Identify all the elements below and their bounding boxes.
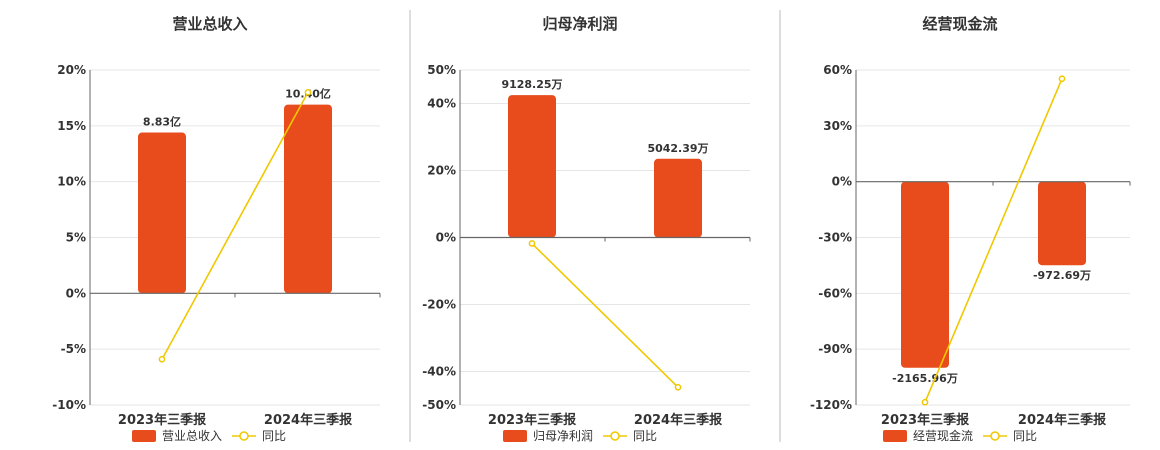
yoy-line: [531, 242, 679, 388]
y-tick-label: -20%: [422, 298, 456, 312]
bar[interactable]: [138, 132, 186, 294]
legend-line-marker: [990, 431, 1000, 441]
bar-data-label: 5042.39万: [647, 142, 708, 155]
legend-bar-label: 经营现金流: [913, 428, 973, 443]
chart-title: 营业总收入: [172, 15, 247, 33]
y-tick-label: 0%: [66, 286, 86, 300]
yoy-point[interactable]: [528, 240, 536, 247]
legend-line-label: 同比: [633, 429, 657, 443]
y-tick-label: 10%: [57, 175, 86, 189]
bar[interactable]: [1038, 181, 1086, 266]
chart-net-profit: 归母净利润 50% 40% 20% 0% -20% -40% -50% 9128.25万 5042…: [422, 15, 751, 443]
y-tick-label: 40%: [427, 97, 456, 111]
legend-bar-label: 归母净利润: [533, 429, 593, 443]
bar-data-label: 8.83亿: [143, 115, 181, 129]
y-tick-label: 5%: [66, 231, 86, 245]
yoy-point[interactable]: [921, 398, 929, 406]
bar[interactable]: [901, 181, 949, 368]
yoy-point[interactable]: [158, 355, 166, 363]
bar[interactable]: [508, 95, 556, 238]
x-category-label: 2023年三季报: [881, 412, 970, 428]
y-tick-label: -50%: [422, 398, 456, 412]
y-tick-label: -90%: [818, 342, 852, 356]
x-category-label: 2023年三季报: [488, 412, 577, 428]
legend-bar-swatch: [503, 430, 527, 442]
yoy-point[interactable]: [674, 383, 682, 391]
bar[interactable]: [284, 104, 332, 294]
bar[interactable]: [654, 158, 702, 238]
y-tick-label: -120%: [810, 398, 852, 412]
y-tick-label: -40%: [422, 365, 456, 379]
legend-bar-swatch: [132, 430, 156, 442]
chart-revenue: 营业总收入20%15%10%5%0%-5%-10%8.83亿10.40亿2023…: [52, 15, 381, 443]
x-category-label: 2024年三季报: [264, 412, 353, 428]
y-tick-label: -5%: [61, 342, 86, 356]
legend-bar-swatch: [883, 430, 907, 442]
y-tick-label: 50%: [427, 63, 456, 77]
bar-data-label: 9128.25万: [501, 78, 562, 91]
y-tick-label: 0%: [832, 175, 852, 189]
y-tick-label: 30%: [823, 119, 852, 133]
x-category-label: 2024年三季报: [634, 412, 723, 428]
yoy-line: [924, 78, 1063, 403]
y-tick-label: -60%: [818, 286, 852, 300]
yoy-point[interactable]: [304, 88, 312, 96]
y-tick-label: 20%: [427, 164, 456, 178]
legend-line-marker: [610, 431, 620, 441]
legend-line-label: 同比: [262, 429, 286, 443]
y-tick-label: 0%: [436, 231, 456, 245]
chart-title: 归母净利润: [542, 15, 617, 33]
y-tick-label: 15%: [57, 119, 86, 133]
y-tick-label: 20%: [57, 63, 86, 77]
chart-title: 经营现金流: [922, 15, 997, 33]
y-tick-label: 60%: [823, 63, 852, 77]
yoy-point[interactable]: [1058, 75, 1066, 83]
bar-data-label: -2165.96万: [892, 372, 958, 385]
bar-data-label: -972.69万: [1033, 269, 1091, 282]
x-category-label: 2024年三季报: [1018, 412, 1107, 428]
x-category-label: 2023年三季报: [118, 412, 207, 428]
y-tick-label: -10%: [52, 398, 86, 412]
legend-bar-label: 营业总收入: [162, 429, 222, 443]
y-tick-label: -30%: [818, 231, 852, 245]
legend-line-label: 同比: [1013, 429, 1037, 443]
legend-line-marker: [239, 431, 249, 441]
yoy-line: [161, 91, 309, 360]
chart-operating-cashflow: 经营现金流 60% 30% 0% -30% -60% -90% -120% -2165.96万 -…: [810, 15, 1131, 443]
